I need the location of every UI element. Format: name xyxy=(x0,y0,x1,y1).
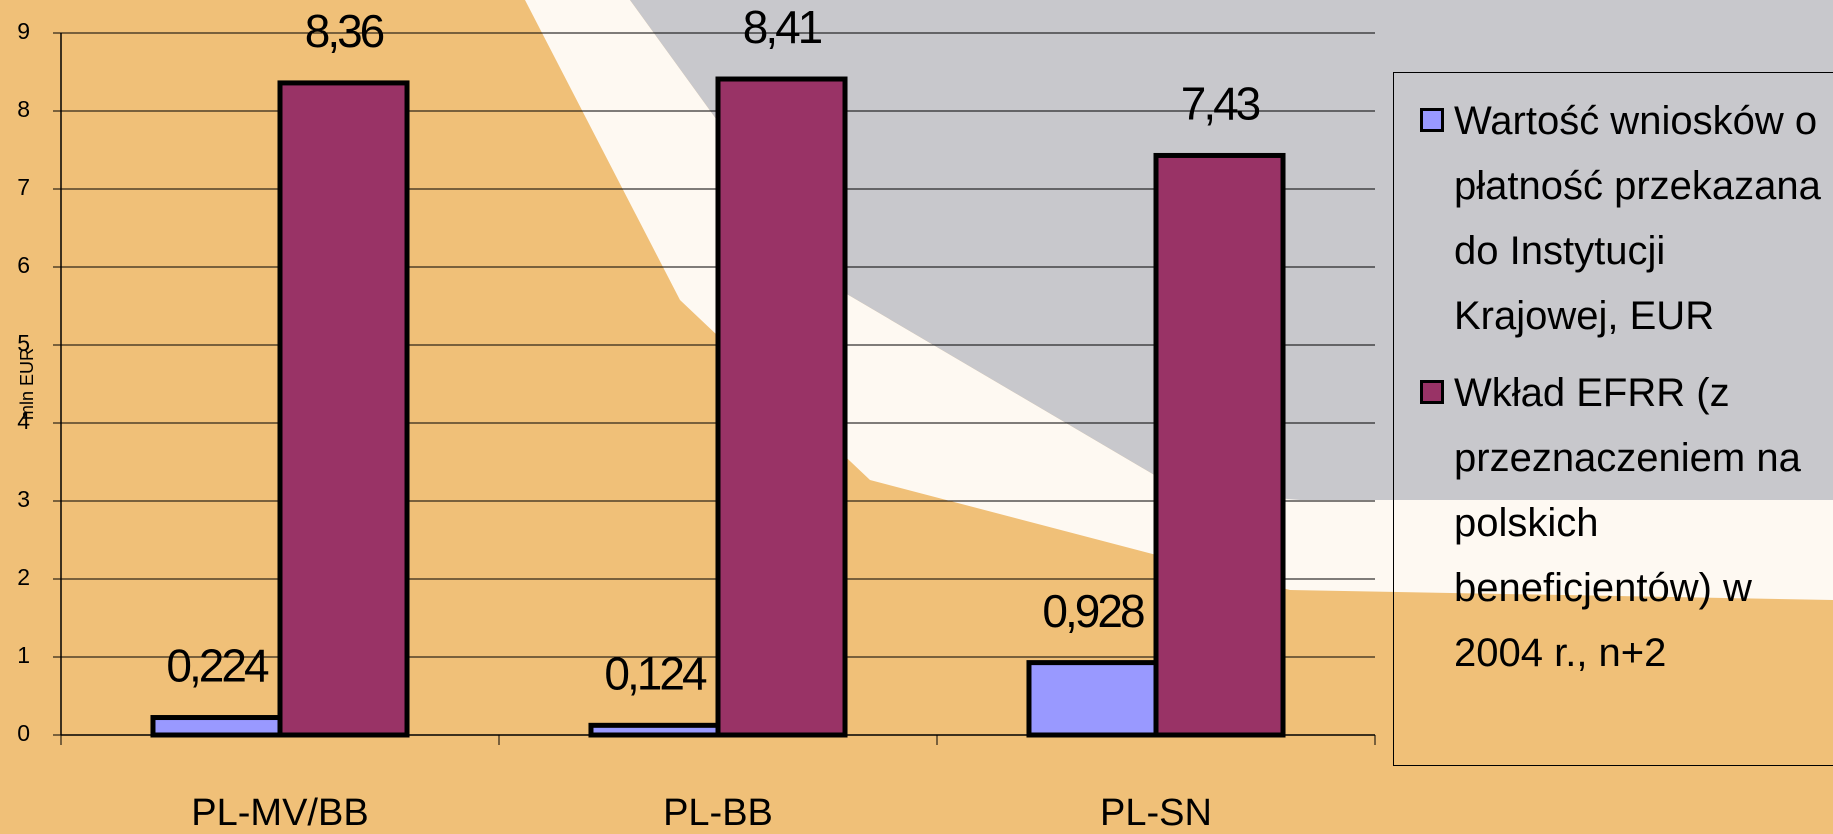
bar xyxy=(150,715,283,738)
legend-label: Wkład EFRR (z przeznaczeniem na polskich… xyxy=(1454,371,1801,675)
x-tick-label: PL-SN xyxy=(1100,792,1212,834)
value-label: 7,43 xyxy=(1181,78,1260,130)
legend: Wartość wniosków o płatność przekazana d… xyxy=(1393,72,1833,766)
bar xyxy=(1026,660,1159,738)
value-label: 0,124 xyxy=(604,647,707,699)
y-tick-label: 2 xyxy=(17,564,30,590)
y-axis-label: mln EUR xyxy=(17,348,37,420)
y-tick-label: 4 xyxy=(17,408,30,434)
background-band xyxy=(525,0,1833,600)
value-label: 8,36 xyxy=(305,5,384,57)
y-tick-label: 0 xyxy=(17,720,30,746)
y-tick-label: 3 xyxy=(17,486,30,512)
y-tick-label: 5 xyxy=(17,330,30,356)
legend-item: Wkład EFRR (z przeznaczeniem na polskich… xyxy=(1420,361,1833,686)
y-tick-label: 7 xyxy=(17,174,30,200)
x-tick-label: PL-BB xyxy=(663,792,773,834)
bar xyxy=(715,76,848,738)
value-label: 0,224 xyxy=(166,640,269,692)
legend-item: Wartość wniosków o płatność przekazana d… xyxy=(1420,89,1833,349)
legend-label: Wartość wniosków o płatność przekazana d… xyxy=(1454,99,1821,338)
value-label: 0,928 xyxy=(1042,585,1144,637)
bar xyxy=(277,80,410,738)
y-tick-label: 8 xyxy=(17,96,30,122)
x-tick-label: PL-MV/BB xyxy=(191,792,368,834)
y-tick-label: 6 xyxy=(17,252,30,278)
bar xyxy=(1153,152,1286,738)
value-label: 8,41 xyxy=(743,1,822,53)
y-tick-label: 1 xyxy=(17,642,30,668)
y-tick-label: 9 xyxy=(17,18,30,44)
legend-marker xyxy=(1420,108,1444,132)
bar xyxy=(588,722,721,738)
legend-marker xyxy=(1420,380,1444,404)
